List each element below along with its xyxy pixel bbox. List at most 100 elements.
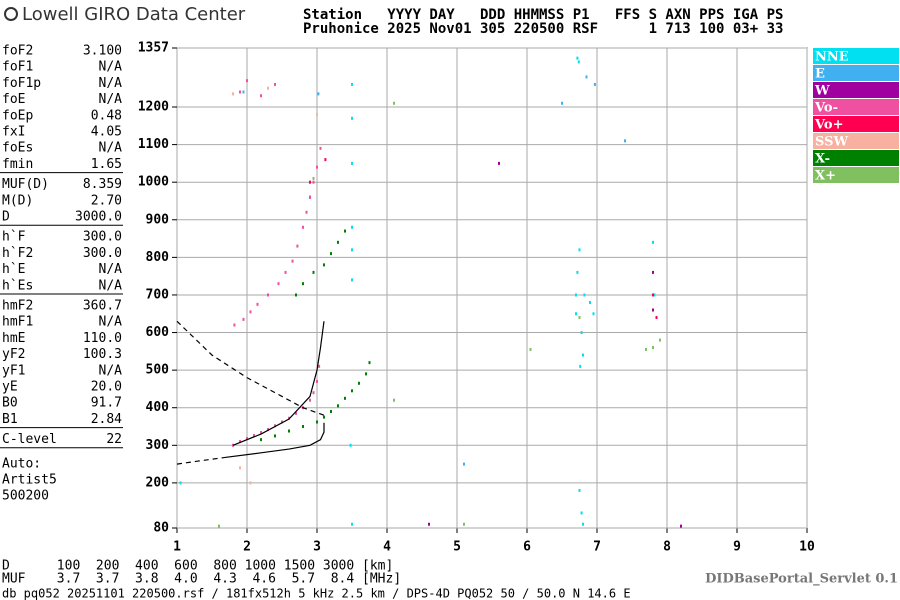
echo-point <box>260 438 262 442</box>
echo-point <box>579 364 582 368</box>
echo-point <box>393 398 395 402</box>
echo-point <box>337 240 339 244</box>
echo-point <box>277 282 280 286</box>
echo-point <box>580 511 583 515</box>
echo-point <box>249 310 252 314</box>
echo-point <box>652 270 654 274</box>
param-value: 8.359 <box>83 177 122 192</box>
echo-point <box>233 323 236 327</box>
y-tick-label: 800 <box>146 250 170 265</box>
param-name: foF1p <box>2 76 41 91</box>
echo-point <box>309 180 311 184</box>
param-name: yF1 <box>2 363 25 378</box>
echo-point <box>317 92 320 96</box>
echo-point <box>267 86 269 90</box>
legend-label: E <box>815 67 825 82</box>
legend-swatch <box>813 48 899 64</box>
param-name: MUF(D) <box>2 177 49 192</box>
echo-point <box>267 428 269 432</box>
param-name: h`Es <box>2 278 33 293</box>
x-tick-label: 2 <box>243 540 251 555</box>
echo-point <box>655 316 658 320</box>
echo-point <box>578 488 581 492</box>
echo-point <box>288 429 290 433</box>
echo-point <box>351 225 353 229</box>
footer: db pq052 20251101 220500.rsf / 181fx512h… <box>2 587 631 600</box>
param-value: 4.05 <box>91 125 122 140</box>
echo-point <box>589 300 591 304</box>
echo-point <box>316 379 318 383</box>
param-name: B0 <box>2 396 18 411</box>
param-value: N/A <box>99 141 123 156</box>
header-line: Pruhonice 2025 Nov01 305 220500 RSF 1 71… <box>303 21 783 37</box>
echo-point <box>653 293 656 297</box>
echo-point <box>319 146 322 150</box>
echo-point <box>239 466 241 470</box>
echo-point <box>232 92 234 96</box>
param-name: foF2 <box>2 44 33 59</box>
echo-point <box>428 522 430 526</box>
param-value: 0.48 <box>91 108 122 123</box>
y-tick-label: 300 <box>146 438 170 453</box>
echo-point <box>575 293 577 297</box>
legend-label: NNE <box>815 50 849 65</box>
echo-point <box>576 56 579 60</box>
param-name: h`E <box>2 262 25 277</box>
y-tick-label: 1357 <box>138 41 169 56</box>
logo: Lowell GIRO Data Center <box>4 4 246 25</box>
param-value: 2.84 <box>91 412 122 427</box>
echo-point <box>316 165 318 169</box>
echo-point <box>624 139 626 143</box>
x-tick-label: 3 <box>313 540 321 555</box>
echo-point <box>592 312 595 316</box>
echo-point <box>302 225 304 229</box>
legend-label: SSW <box>815 135 848 150</box>
echo-point <box>498 161 500 165</box>
echo-point <box>652 293 654 297</box>
param-name: foF1 <box>2 60 33 75</box>
echo-point <box>256 302 259 306</box>
x-tick-label: 6 <box>523 540 531 555</box>
echo-point <box>578 316 581 320</box>
param-value: 110.0 <box>83 331 122 346</box>
echo-point <box>302 282 304 286</box>
echo-point <box>312 270 315 274</box>
logo-icon <box>4 7 18 21</box>
echo-point <box>529 347 532 351</box>
echo-point <box>583 293 586 297</box>
y-tick-label: 600 <box>146 325 170 340</box>
header-line: Station YYYY DAY DDD HHMMSS P1 FFS S AXN… <box>303 7 783 23</box>
echo-point <box>652 346 654 350</box>
legend-swatch <box>813 99 899 115</box>
legend-label: Vo+ <box>814 118 843 133</box>
param-value: 3000.0 <box>75 210 122 225</box>
auto-text: Artist5 <box>2 472 57 487</box>
param-name: hmF2 <box>2 299 33 314</box>
echo-point <box>659 338 661 342</box>
echo-point <box>463 462 465 466</box>
echo-point <box>295 411 297 415</box>
echo-point <box>246 79 248 83</box>
echo-point <box>561 101 563 105</box>
param-value: 300.0 <box>83 246 122 261</box>
y-tick-label: 1200 <box>138 100 169 115</box>
echo-point <box>575 312 577 316</box>
echo-point <box>260 94 262 98</box>
echo-point <box>358 381 360 385</box>
legend-label: Vo- <box>814 101 838 116</box>
param-name: yE <box>2 380 18 395</box>
profile-curve <box>225 422 325 458</box>
echo-point <box>309 398 311 402</box>
param-value: 22 <box>106 432 122 447</box>
logo-text: Lowell GIRO Data Center <box>22 4 246 25</box>
echo-point <box>318 364 321 368</box>
param-value: 1.65 <box>91 157 122 172</box>
echo-point <box>582 522 584 526</box>
echo-point <box>274 434 276 438</box>
x-tick-label: 7 <box>593 540 601 555</box>
param-name: M(D) <box>2 193 33 208</box>
echo-point <box>351 522 353 526</box>
y-tick-label: 200 <box>146 475 170 490</box>
echo-point <box>316 113 318 117</box>
